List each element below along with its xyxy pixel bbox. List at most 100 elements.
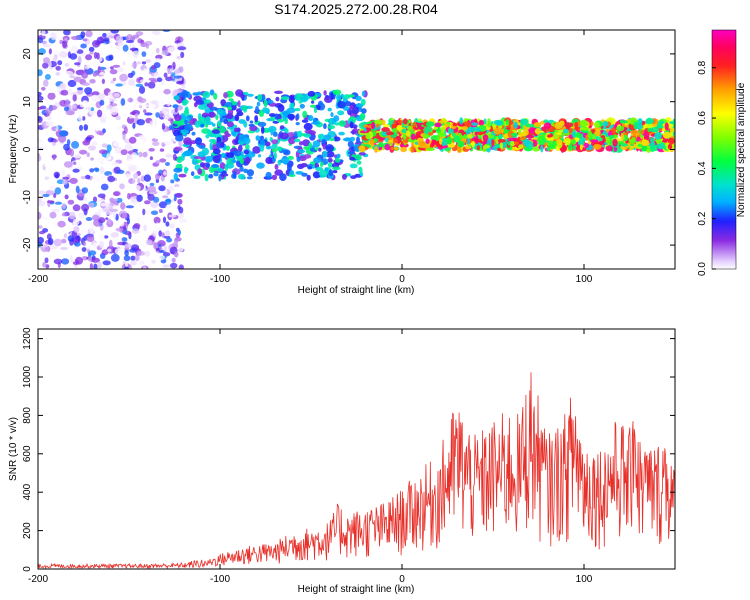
heatmap-cell bbox=[259, 135, 264, 140]
heatmap-cell bbox=[171, 72, 176, 77]
heatmap-cell bbox=[212, 155, 221, 164]
heatmap-cell bbox=[248, 123, 255, 127]
heatmap-cell bbox=[51, 208, 60, 213]
heatmap-cell bbox=[650, 127, 660, 133]
heatmap-cell bbox=[246, 169, 254, 177]
heatmap-cell bbox=[85, 217, 93, 221]
heatmap-cell bbox=[191, 158, 198, 166]
heatmap-cell bbox=[153, 196, 160, 203]
heatmap-cell bbox=[139, 104, 143, 109]
heatmap-cell bbox=[299, 103, 305, 109]
heatmap-cell bbox=[88, 202, 95, 208]
heatmap-cell bbox=[238, 173, 246, 180]
heatmap-cell bbox=[563, 128, 569, 134]
heatmap-cell bbox=[159, 158, 167, 163]
heatmap-cell bbox=[38, 95, 44, 102]
heatmap-cell bbox=[85, 136, 92, 141]
heatmap-cell bbox=[340, 93, 344, 98]
heatmap-cell bbox=[219, 162, 226, 170]
heatmap-cell bbox=[142, 151, 148, 158]
heatmap-cell bbox=[121, 81, 127, 86]
heatmap-cell bbox=[57, 85, 61, 93]
heatmap-cell bbox=[474, 131, 478, 136]
heatmap-cell bbox=[104, 96, 109, 101]
heatmap-cell bbox=[133, 172, 139, 179]
heatmap-cell bbox=[350, 175, 357, 180]
heatmap-cell bbox=[323, 90, 327, 96]
heatmap-cell bbox=[302, 110, 308, 118]
heatmap-cell bbox=[132, 200, 137, 205]
heatmap-cell bbox=[99, 99, 105, 106]
heatmap-cell bbox=[645, 123, 654, 129]
heatmap-cell bbox=[106, 104, 113, 110]
heatmap-cell bbox=[131, 152, 137, 159]
heatmap-cell bbox=[503, 128, 509, 135]
heatmap-cell bbox=[483, 118, 487, 125]
heatmap-cell bbox=[230, 104, 237, 111]
heatmap-cell bbox=[85, 245, 92, 250]
heatmap-cell bbox=[136, 234, 141, 242]
heatmap-cell bbox=[59, 83, 65, 89]
heatmap-cell bbox=[167, 46, 176, 54]
heatmap-cell bbox=[65, 110, 75, 116]
heatmap-cell bbox=[112, 262, 118, 269]
heatmap-cell bbox=[49, 211, 57, 219]
heatmap-cell bbox=[142, 208, 146, 216]
heatmap-cell bbox=[153, 216, 161, 224]
heatmap-cell bbox=[177, 245, 184, 252]
heatmap-cell bbox=[88, 145, 96, 151]
heatmap-cell bbox=[72, 154, 82, 158]
heatmap-cell bbox=[227, 106, 233, 111]
heatmap-cell bbox=[376, 123, 380, 128]
heatmap-cell bbox=[177, 46, 187, 51]
heatmap-cell bbox=[356, 160, 362, 165]
heatmap-cell bbox=[435, 134, 440, 142]
heatmap-cell bbox=[122, 113, 128, 118]
heatmap-cell bbox=[287, 132, 295, 137]
heatmap-cell bbox=[60, 89, 69, 96]
heatmap-cell bbox=[85, 174, 91, 180]
x-tick-label: 0 bbox=[399, 574, 405, 585]
heatmap-cell bbox=[630, 145, 634, 150]
heatmap-cell bbox=[131, 62, 138, 69]
heatmap-cell bbox=[91, 257, 100, 263]
heatmap-cell bbox=[75, 250, 82, 255]
heatmap-cell bbox=[163, 88, 171, 95]
heatmap-cell bbox=[127, 50, 131, 55]
heatmap-cell bbox=[518, 144, 524, 149]
heatmap-cell bbox=[174, 68, 181, 75]
heatmap-cell bbox=[86, 152, 90, 157]
y-tick-label: -10 bbox=[22, 190, 33, 205]
heatmap-cell bbox=[457, 140, 465, 148]
heatmap-cell bbox=[358, 145, 366, 153]
heatmap-cell bbox=[161, 232, 165, 238]
colorbar-label: Normalized spectral amplitude bbox=[736, 82, 747, 217]
heatmap-cell bbox=[226, 121, 234, 128]
heatmap-cell bbox=[476, 145, 480, 151]
heatmap-cell bbox=[311, 165, 316, 169]
heatmap-cell bbox=[403, 132, 407, 140]
heatmap-cell bbox=[265, 171, 272, 179]
heatmap-cell bbox=[110, 107, 119, 115]
heatmap-cell bbox=[43, 57, 50, 64]
heatmap-cell bbox=[384, 137, 389, 143]
y-tick-label: 1000 bbox=[22, 365, 33, 388]
heatmap-cell bbox=[478, 119, 485, 126]
heatmap-cell bbox=[138, 151, 143, 158]
heatmap-cell bbox=[149, 126, 154, 135]
heatmap-cell bbox=[105, 217, 109, 221]
heatmap-cell bbox=[219, 117, 224, 123]
heatmap-cell bbox=[158, 185, 166, 192]
heatmap-cell bbox=[153, 72, 161, 79]
heatmap-cell bbox=[81, 71, 88, 79]
heatmap-cell bbox=[68, 211, 76, 220]
heatmap-cell bbox=[156, 77, 163, 82]
heatmap-cell bbox=[144, 125, 153, 129]
heatmap-cell bbox=[113, 141, 120, 147]
heatmap-cell bbox=[150, 201, 159, 209]
heatmap-cell bbox=[199, 162, 205, 168]
heatmap-cell bbox=[494, 119, 502, 126]
heatmap-cell bbox=[166, 237, 173, 243]
heatmap-cell bbox=[383, 124, 390, 128]
heatmap-cell bbox=[184, 150, 193, 157]
